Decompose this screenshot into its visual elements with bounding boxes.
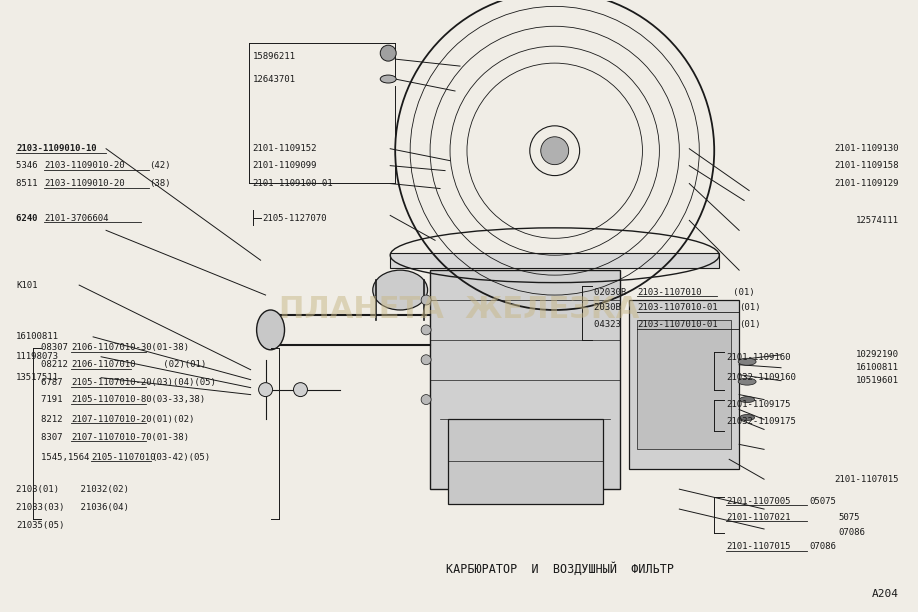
Text: (42): (42) — [149, 161, 171, 170]
Text: (01)(02): (01)(02) — [146, 415, 195, 424]
Text: 7191: 7191 — [41, 395, 73, 404]
Text: 13517511: 13517511 — [17, 373, 60, 382]
Text: 2030В: 2030В — [594, 304, 632, 313]
Text: (01-38): (01-38) — [146, 433, 189, 442]
Circle shape — [541, 136, 568, 165]
Text: 2103-1107010-01: 2103-1107010-01 — [637, 304, 718, 313]
Text: 2103-1107010-01: 2103-1107010-01 — [637, 321, 718, 329]
Text: 2103-1109010-20: 2103-1109010-20 — [44, 179, 125, 188]
Bar — [431, 270, 620, 489]
Text: 2101-1107015: 2101-1107015 — [834, 475, 899, 483]
Text: 2107-1107010-20: 2107-1107010-20 — [72, 415, 151, 424]
Text: 10519601: 10519601 — [856, 376, 899, 385]
Text: 07086: 07086 — [839, 529, 866, 537]
Text: А204: А204 — [872, 589, 899, 599]
Text: 10292190: 10292190 — [856, 350, 899, 359]
Text: 2101-1107015: 2101-1107015 — [726, 542, 790, 551]
Text: 16100811: 16100811 — [856, 363, 899, 372]
Text: 21033(03)   21036(04): 21033(03) 21036(04) — [17, 502, 129, 512]
Text: 2101-1109130: 2101-1109130 — [834, 144, 899, 153]
Bar — [448, 419, 602, 504]
Text: 04323: 04323 — [594, 321, 632, 329]
Circle shape — [421, 355, 431, 365]
Text: 2103(01)    21032(02): 2103(01) 21032(02) — [17, 485, 129, 494]
Text: 2101-1109100-01: 2101-1109100-01 — [252, 179, 333, 188]
Circle shape — [380, 45, 397, 61]
Text: ПЛАНЕТА  ЖЕЛЕЗКА: ПЛАНЕТА ЖЕЛЕЗКА — [279, 296, 639, 324]
Text: 2105-1107010-20: 2105-1107010-20 — [72, 378, 151, 387]
Text: (03-33,38): (03-33,38) — [146, 395, 205, 404]
Text: (01-38): (01-38) — [146, 343, 189, 353]
Circle shape — [259, 382, 273, 397]
Text: 07086: 07086 — [809, 542, 835, 551]
Ellipse shape — [740, 414, 755, 420]
Text: 2101-1109175: 2101-1109175 — [726, 400, 790, 409]
Ellipse shape — [373, 270, 428, 310]
Text: 6787: 6787 — [41, 378, 73, 387]
Text: 2106-1107010: 2106-1107010 — [72, 360, 136, 369]
Text: 2105-1107010: 2105-1107010 — [91, 453, 156, 462]
Text: КАРБЮРАТОР  И  ВОЗДУШНЫЙ  ФИЛЬТР: КАРБЮРАТОР И ВОЗДУШНЫЙ ФИЛЬТР — [446, 562, 674, 575]
Text: К101: К101 — [17, 280, 38, 289]
Circle shape — [421, 295, 431, 305]
Text: 21032-1109175: 21032-1109175 — [726, 417, 796, 426]
Text: 2106-1107010-30: 2106-1107010-30 — [72, 343, 151, 353]
Text: 1545,1564: 1545,1564 — [41, 453, 95, 462]
Text: 2101-1109158: 2101-1109158 — [834, 161, 899, 170]
Circle shape — [421, 395, 431, 405]
Bar — [637, 320, 731, 449]
Text: 8307: 8307 — [41, 433, 73, 442]
Text: (01): (01) — [717, 288, 755, 297]
Text: 2101-1107005: 2101-1107005 — [726, 496, 790, 506]
Text: 11198073: 11198073 — [17, 353, 60, 361]
Text: 08307: 08307 — [41, 343, 73, 353]
Text: (38): (38) — [149, 179, 171, 188]
Text: 2103-1107010: 2103-1107010 — [637, 288, 702, 297]
Bar — [390, 253, 719, 268]
Ellipse shape — [738, 378, 756, 385]
Text: 21035(05): 21035(05) — [17, 520, 64, 529]
Bar — [630, 300, 739, 469]
Ellipse shape — [380, 75, 397, 83]
Text: 2103-1109010-10: 2103-1109010-10 — [17, 144, 97, 153]
Text: 2101-1109160: 2101-1109160 — [726, 353, 790, 362]
Text: 2107-1107010-70: 2107-1107010-70 — [72, 433, 151, 442]
Text: 2101-1109152: 2101-1109152 — [252, 144, 317, 153]
Text: (03-42)(05): (03-42)(05) — [151, 453, 210, 462]
Text: 2101-1109099: 2101-1109099 — [252, 161, 317, 170]
Text: 12643701: 12643701 — [252, 75, 296, 83]
Ellipse shape — [257, 310, 285, 350]
Text: (01): (01) — [739, 304, 761, 313]
Text: 16100811: 16100811 — [17, 332, 60, 341]
Text: (01): (01) — [739, 321, 761, 329]
Text: 2105-1107010-80: 2105-1107010-80 — [72, 395, 151, 404]
Text: (02)(01): (02)(01) — [131, 360, 207, 369]
Circle shape — [294, 382, 308, 397]
Ellipse shape — [740, 397, 755, 403]
Text: 12574111: 12574111 — [856, 216, 899, 225]
Text: 8511: 8511 — [17, 179, 43, 188]
Circle shape — [421, 325, 431, 335]
Text: 6240: 6240 — [17, 214, 43, 223]
Text: (03)(04)(05): (03)(04)(05) — [146, 378, 216, 387]
Text: 2103-1109010-20: 2103-1109010-20 — [44, 161, 125, 170]
Text: 2105-1127070: 2105-1127070 — [263, 214, 327, 223]
Text: 15896211: 15896211 — [252, 51, 296, 61]
Text: 2101-1107021: 2101-1107021 — [726, 512, 790, 521]
Text: 08212: 08212 — [41, 360, 73, 369]
Text: 5075: 5075 — [839, 512, 860, 521]
Text: 21032-1109160: 21032-1109160 — [726, 373, 796, 382]
Text: 02030В: 02030В — [594, 288, 632, 297]
Text: 8212: 8212 — [41, 415, 73, 424]
Text: 5346: 5346 — [17, 161, 43, 170]
Text: 2101-1109129: 2101-1109129 — [834, 179, 899, 188]
Ellipse shape — [738, 358, 756, 365]
Text: 2101-3706604: 2101-3706604 — [44, 214, 108, 223]
Text: 05075: 05075 — [809, 496, 835, 506]
